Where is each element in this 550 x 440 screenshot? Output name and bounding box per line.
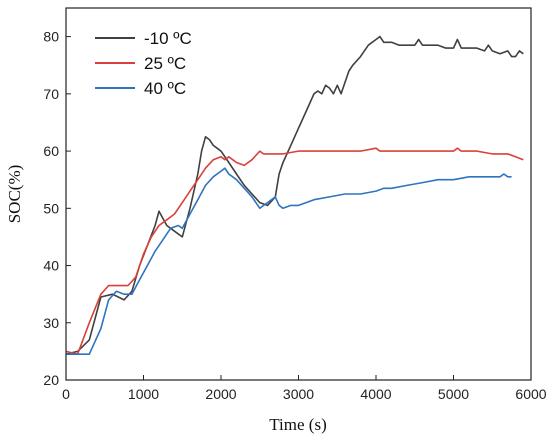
series-line-1	[65, 147, 524, 356]
y-tick-label-1: 30	[43, 315, 59, 331]
legend: -10 ºC 25 ºC 40 ºC	[95, 29, 192, 98]
x-tick-label-5: 5000	[438, 386, 469, 402]
y-tick-label-4: 60	[43, 143, 59, 159]
y-tick-label-2: 40	[43, 258, 59, 274]
y-tick-label-3: 50	[43, 200, 59, 216]
x-axis-title: Time (s)	[269, 415, 326, 434]
legend-label-2: 40 ºC	[144, 79, 186, 98]
x-tick-label-3: 3000	[283, 386, 314, 402]
x-tick-label-4: 4000	[360, 386, 391, 402]
x-tick-label-2: 2000	[205, 386, 236, 402]
x-tick-label-0: 0	[62, 386, 70, 402]
axis-ticks: 0 1000 2000 3000 4000 5000 6000 20 30 40 50 60 70 80	[43, 29, 546, 402]
legend-label-0: -10 ºC	[144, 29, 192, 48]
series-line-0	[65, 35, 524, 355]
y-axis-title: SOC(%)	[5, 165, 24, 224]
series-line-2	[66, 167, 512, 356]
x-tick-label-1: 1000	[128, 386, 159, 402]
y-tick-label-0: 20	[43, 372, 59, 388]
legend-label-1: 25 ºC	[144, 54, 186, 73]
plot-lines	[65, 35, 524, 356]
y-tick-label-6: 80	[43, 29, 59, 45]
plot-frame	[65, 7, 532, 381]
y-tick-label-5: 70	[43, 86, 59, 102]
x-tick-label-6: 6000	[515, 386, 546, 402]
